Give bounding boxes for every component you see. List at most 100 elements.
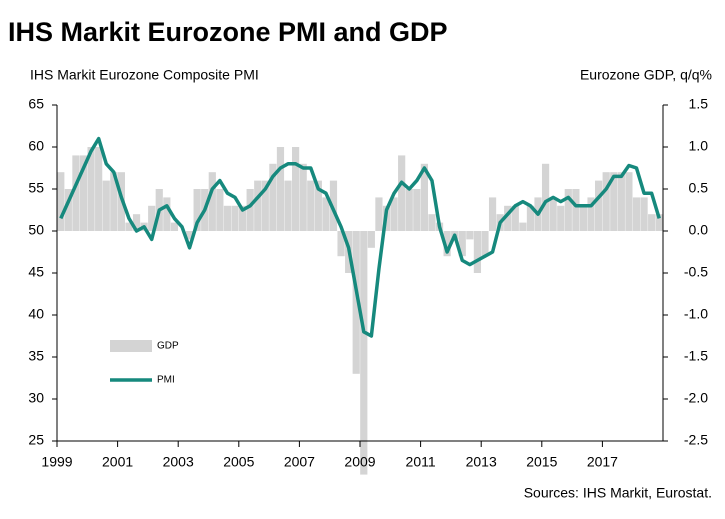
legend-label: PMI — [157, 375, 175, 386]
bar — [564, 189, 572, 231]
bar — [405, 189, 413, 231]
y2-tick-label: -2.0 — [684, 390, 708, 406]
y-tick-label: 30 — [28, 390, 44, 406]
y-tick-label: 40 — [28, 306, 44, 322]
x-tick-label: 2011 — [406, 454, 436, 470]
bar — [322, 197, 330, 231]
bar — [511, 205, 519, 231]
bar — [420, 163, 428, 231]
y-tick-label: 50 — [28, 222, 44, 238]
y2-tick-label: 1.5 — [689, 96, 709, 112]
bar — [170, 222, 179, 231]
y-tick-label: 45 — [28, 264, 44, 280]
bar — [602, 172, 610, 231]
y2-axis-label: Eurozone GDP, q/q% — [580, 67, 712, 83]
bar — [648, 214, 656, 231]
x-tick-label: 1999 — [41, 454, 72, 470]
bar — [284, 180, 292, 231]
x-tick-label: 2007 — [284, 454, 315, 470]
bar — [132, 214, 141, 231]
bar — [238, 205, 247, 231]
bar — [269, 163, 277, 231]
bar — [314, 180, 322, 231]
y2-tick-label: -1.0 — [684, 306, 708, 322]
y-axis-label: IHS Markit Eurozone Composite PMI — [30, 67, 259, 83]
bar — [519, 222, 527, 231]
x-tick-label: 2013 — [466, 454, 497, 470]
y-tick-label: 60 — [28, 138, 44, 154]
y-tick-label: 35 — [28, 348, 44, 364]
bar — [276, 147, 285, 231]
legend-swatch — [110, 340, 152, 352]
bar — [185, 231, 194, 240]
bar — [352, 231, 360, 374]
bar — [95, 147, 103, 231]
bar — [367, 231, 375, 248]
x-tick-label: 2003 — [163, 454, 194, 470]
bar — [617, 172, 625, 231]
bar — [64, 189, 72, 231]
y2-tick-label: 1.0 — [689, 138, 709, 154]
pmi-line — [59, 136, 661, 338]
bar — [299, 163, 307, 231]
bar — [640, 197, 648, 231]
x-tick-label: 2001 — [102, 454, 133, 470]
bar — [148, 205, 156, 231]
bar — [587, 197, 595, 231]
y2-tick-label: 0.5 — [689, 180, 709, 196]
x-tick-label: 2017 — [587, 454, 618, 470]
bar — [504, 205, 512, 231]
bar — [261, 180, 269, 231]
bar — [246, 189, 254, 231]
bar — [443, 231, 451, 257]
source: Sources: IHS Markit, Eurostat. — [524, 485, 712, 501]
bar — [208, 172, 216, 231]
x-tick-label: 2009 — [344, 454, 375, 470]
bar — [655, 214, 663, 231]
y2-tick-label: 0.0 — [689, 222, 709, 238]
bar — [398, 155, 406, 231]
bar — [390, 197, 398, 231]
bar — [57, 172, 65, 231]
bar — [87, 147, 95, 231]
y-tick-label: 65 — [28, 96, 44, 112]
bar — [79, 155, 88, 231]
y2-tick-label: -0.5 — [684, 264, 708, 280]
y-tick-label: 25 — [28, 432, 44, 448]
bar — [541, 163, 550, 231]
legend-label: GDP — [157, 341, 179, 352]
bar — [163, 197, 171, 231]
bar — [292, 147, 300, 231]
bar — [102, 180, 110, 231]
bar — [473, 231, 482, 273]
bar — [572, 189, 580, 231]
bar — [307, 180, 315, 231]
bar — [360, 231, 368, 475]
bar — [579, 205, 588, 231]
bar — [526, 205, 535, 231]
bar — [428, 214, 436, 231]
bar — [125, 222, 133, 231]
bar — [610, 172, 618, 231]
bar — [110, 172, 118, 231]
bar — [223, 205, 232, 231]
y2-tick-label: -2.5 — [684, 432, 708, 448]
bar — [216, 189, 224, 231]
bar — [375, 197, 383, 231]
y-tick-label: 55 — [28, 180, 44, 196]
bar — [481, 231, 489, 257]
bar — [413, 189, 421, 231]
bar — [625, 172, 633, 231]
bar — [466, 231, 474, 240]
bar — [557, 205, 565, 231]
bar — [254, 180, 262, 231]
bar — [458, 231, 466, 257]
bar — [231, 205, 239, 231]
bar — [337, 231, 345, 257]
bar — [632, 197, 641, 231]
bar — [595, 180, 603, 231]
bar — [488, 197, 497, 231]
bar — [549, 197, 557, 231]
bar — [193, 189, 201, 231]
